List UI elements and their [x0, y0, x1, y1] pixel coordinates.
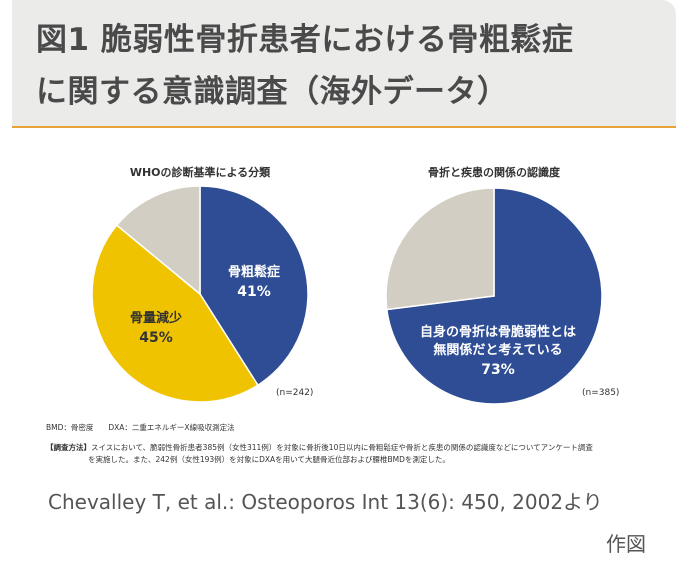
pie-slice-label-0-1: 無関係だと考えている: [433, 342, 562, 358]
pie-slice-value-1: 45%: [139, 330, 173, 346]
method-text-1: スイスにおいて、脆弱性骨折患者385例（女性311例）を対象に骨折後10日以内に…: [91, 443, 593, 452]
pie-slice-value-0: 73%: [481, 362, 515, 378]
pie-slice-1: [385, 187, 495, 311]
page-title-line-2: に関する意識調査（海外データ）: [36, 74, 509, 110]
method-tag: 【調査方法】: [46, 443, 91, 452]
pie-slice-label-0: 骨粗鬆症: [228, 264, 280, 280]
pie-slice-label-1: 骨量減少: [130, 310, 182, 326]
chart-2-n-label: (n=385): [582, 388, 620, 398]
chart-2-title: 骨折と疾患の関係の認識度: [428, 166, 560, 179]
page-title-line-1: 図1 脆弱性骨折患者における骨粗鬆症: [36, 22, 574, 58]
chart-1-pie: 骨粗鬆症 41% 骨量減少 45%: [91, 185, 309, 403]
method-note-line-1: 【調査方法】スイスにおいて、脆弱性骨折患者385例（女性311例）を対象に骨折後…: [46, 442, 593, 453]
citation-line-1: Chevalley T, et al.: Osteoporos Int 13(6…: [48, 490, 603, 514]
chart-1-title: WHOの診断基準による分類: [129, 166, 271, 179]
method-note-line-2: を実施した。また、242例（女性193例）を対象にDXAを用いて大腿骨近位部およ…: [88, 455, 450, 464]
title-banner: 図1 脆弱性骨折患者における骨粗鬆症 に関する意識調査（海外データ）: [12, 0, 676, 128]
pie-slice-label-0-0: 自身の骨折は骨脆弱性とは: [420, 324, 576, 340]
pie-slice-1: [91, 224, 259, 403]
pie-slice-2: [115, 185, 201, 296]
pie-slice-value-0: 41%: [237, 284, 271, 300]
chart-1-n-label: (n=242): [276, 388, 314, 398]
abbreviation-note: BMD：骨密度 DXA：二重エネルギーX線吸収測定法: [46, 423, 235, 432]
citation-line-2: 作図: [606, 532, 646, 556]
